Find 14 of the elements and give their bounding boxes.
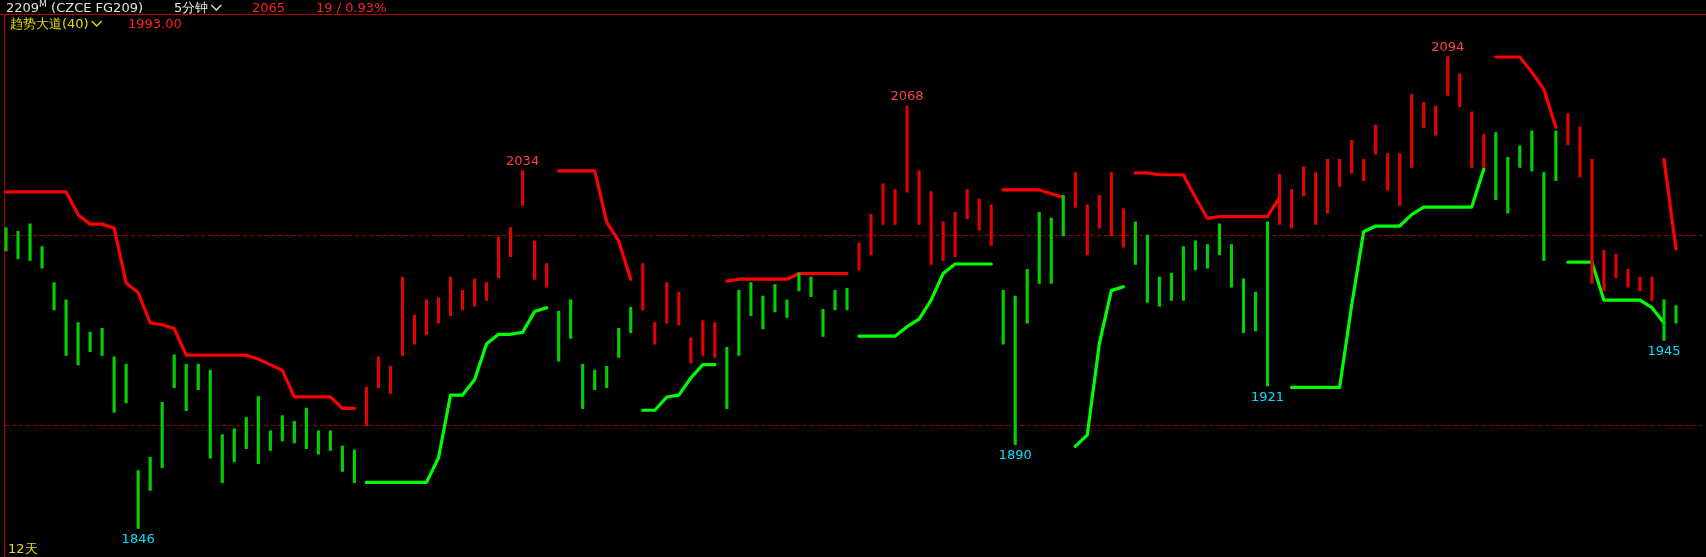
title: 2209$^{M}$ (CZCE FG209) bbox=[6, 0, 143, 15]
data-label: 1890 bbox=[998, 447, 1032, 463]
data-label: 2034 bbox=[506, 152, 540, 168]
annotation: 5分钟 bbox=[174, 0, 209, 15]
annotation: 19 / 0.93% bbox=[316, 0, 387, 15]
data-label: 1945 bbox=[1647, 343, 1681, 358]
annotation: 2065 bbox=[252, 0, 286, 15]
data-label: 2068 bbox=[890, 88, 924, 104]
data-label: 1921 bbox=[1250, 388, 1285, 404]
data-label: 2094 bbox=[1431, 39, 1465, 54]
annotation: 12天 bbox=[8, 541, 38, 556]
annotation: 趋势大道(40) bbox=[10, 16, 89, 31]
annotation: 1993.00 bbox=[128, 16, 182, 31]
data-label: 1846 bbox=[121, 531, 155, 546]
